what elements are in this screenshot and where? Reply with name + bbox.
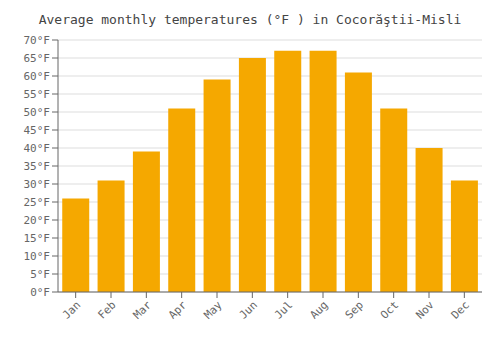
svg-text:Mar: Mar [131,298,155,322]
svg-text:0°F: 0°F [30,286,50,299]
svg-text:Jan: Jan [60,298,83,321]
svg-text:May: May [201,298,225,322]
svg-text:10°F: 10°F [24,250,51,263]
svg-text:45°F: 45°F [24,124,51,137]
svg-text:20°F: 20°F [24,214,51,227]
svg-text:40°F: 40°F [24,142,51,155]
svg-text:Jul: Jul [272,298,295,321]
svg-text:5°F: 5°F [30,268,50,281]
svg-text:Dec: Dec [449,298,472,321]
svg-text:35°F: 35°F [24,160,51,173]
svg-text:15°F: 15°F [24,232,51,245]
svg-text:Apr: Apr [166,298,190,322]
svg-text:Jun: Jun [237,298,260,321]
svg-text:60°F: 60°F [24,70,51,83]
svg-text:30°F: 30°F [24,178,51,191]
svg-text:Oct: Oct [378,298,401,321]
svg-text:50°F: 50°F [24,106,51,119]
html-text:Average monthly temperatures (: Average monthly temperatures (°F ) in Co… [38,12,462,27]
svg-text:70°F: 70°F [24,34,51,47]
svg-text:Sep: Sep [343,298,366,321]
svg-text:25°F: 25°F [24,196,51,209]
svg-text:Feb: Feb [95,298,118,321]
svg-text:55°F: 55°F [24,88,51,101]
svg-text:Aug: Aug [307,298,330,321]
svg-text:Nov: Nov [413,298,437,322]
svg-text:65°F: 65°F [24,52,51,65]
